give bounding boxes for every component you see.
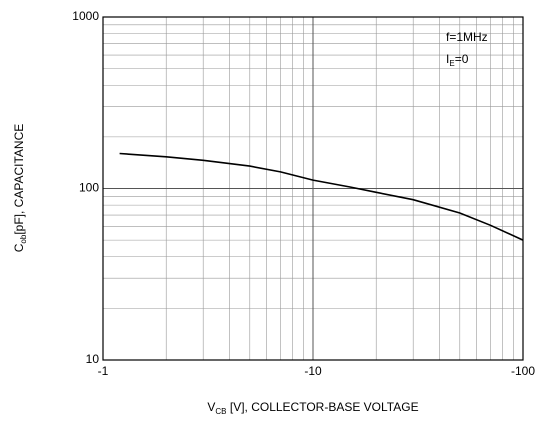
- annotation-main: f=1MHz: [446, 30, 488, 44]
- y-tick-label: 10: [86, 352, 100, 366]
- annotation: IE=0: [446, 52, 469, 68]
- annotation-main: I: [446, 52, 449, 66]
- x-axis-label: VCB [V], COLLECTOR-BASE VOLTAGE: [207, 400, 418, 416]
- y-axis-label: Cob[pF], CAPACITANCE: [12, 124, 28, 252]
- annotation-sub: E: [449, 59, 454, 68]
- y-tick-label: 100: [79, 181, 99, 195]
- y-axis-label-sub: ob: [19, 234, 28, 243]
- annotation: f=1MHz: [446, 30, 488, 44]
- annotation-rest: =0: [455, 52, 469, 66]
- x-axis-label-sub: CB: [215, 407, 226, 416]
- y-axis-label-rest: [pF], CAPACITANCE: [12, 124, 26, 235]
- x-axis-label-rest: [V], COLLECTOR-BASE VOLTAGE: [227, 400, 419, 414]
- x-tick-label: -10: [304, 364, 322, 378]
- x-axis-label-main: V: [207, 400, 215, 414]
- x-tick-label: -100: [511, 364, 535, 378]
- y-tick-label: 1000: [72, 9, 99, 23]
- x-tick-label: -1: [98, 364, 109, 378]
- y-axis-label-main: C: [12, 243, 26, 252]
- plot-frame: [102, 16, 524, 361]
- data-line: [119, 152, 524, 241]
